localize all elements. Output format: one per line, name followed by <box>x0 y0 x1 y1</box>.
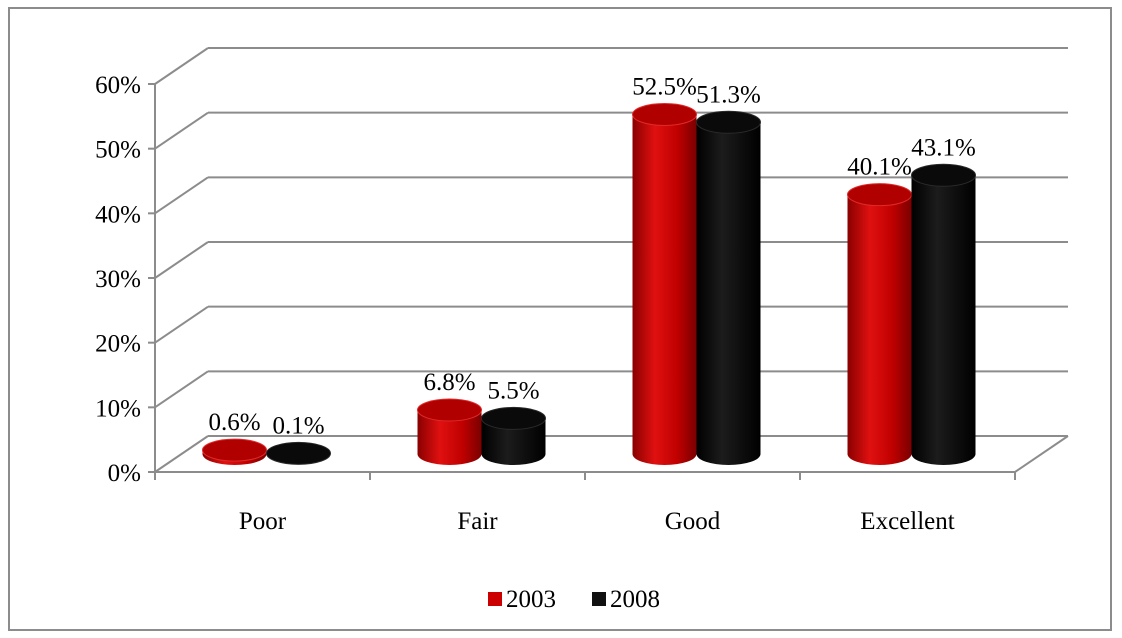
legend-swatch <box>488 592 502 606</box>
x-tick-label: Excellent <box>860 508 954 535</box>
labels: 0% 10% 20% 30% 40% 50% 60% Poor Fair Good Excellen… <box>95 72 976 535</box>
bar-top <box>847 183 912 207</box>
y-tick-label: 60% <box>95 72 141 99</box>
gridline-side <box>154 176 209 215</box>
legend-item-2008: 2008 <box>592 586 660 613</box>
gridline-side <box>154 47 209 85</box>
legend-swatch <box>592 592 606 606</box>
bar-top <box>911 163 976 187</box>
bar-top <box>202 438 267 462</box>
bar-2008-poor <box>266 441 331 465</box>
bar-top <box>696 110 761 134</box>
gridline-side <box>154 305 209 344</box>
bar-body <box>847 194 912 466</box>
gridline-side <box>154 241 209 279</box>
legend: 2003 2008 <box>488 586 660 613</box>
legend-label: 2008 <box>610 586 660 613</box>
bar-body <box>417 410 482 465</box>
bar-top <box>481 406 546 430</box>
bar-2003-poor <box>202 438 267 465</box>
floor-right-edge <box>1014 435 1069 473</box>
bar-body <box>481 418 546 465</box>
bar-2003-excellent <box>847 183 912 466</box>
gridline-side <box>154 370 209 409</box>
data-label: 0.6% <box>208 409 260 436</box>
y-tick-label: 10% <box>95 395 141 422</box>
bar-2003-fair <box>417 398 482 465</box>
y-tick-label: 30% <box>95 266 141 293</box>
y-tick-label: 20% <box>95 331 141 358</box>
legend-label: 2003 <box>506 586 556 613</box>
data-label: 51.3% <box>696 81 761 108</box>
bar-2008-fair <box>481 406 546 465</box>
bar-top <box>632 103 697 126</box>
y-tick-label: 0% <box>108 460 141 487</box>
x-tick-label: Good <box>665 508 721 535</box>
x-tick-label: Poor <box>239 508 287 535</box>
bar-2008-excellent <box>911 163 976 465</box>
data-label: 40.1% <box>847 154 912 181</box>
bar-top <box>417 398 482 422</box>
data-label: 43.1% <box>911 134 976 161</box>
bar-body <box>632 114 697 465</box>
data-label: 0.1% <box>272 412 324 439</box>
y-tick-label: 40% <box>95 201 141 228</box>
bar-top <box>266 441 331 465</box>
bar-body <box>911 175 976 465</box>
y-tick-label: 50% <box>95 137 141 164</box>
bar-2003-good <box>632 103 697 465</box>
gridline-side <box>154 435 209 473</box>
bar-2008-good <box>696 110 761 465</box>
legend-item-2003: 2003 <box>488 586 556 613</box>
data-label: 52.5% <box>632 74 697 101</box>
gridline-side <box>154 111 209 150</box>
data-label: 5.5% <box>487 377 539 404</box>
bar-body <box>696 122 761 465</box>
data-label: 6.8% <box>423 369 475 396</box>
x-tick-label: Fair <box>457 508 498 535</box>
bars <box>202 103 976 466</box>
